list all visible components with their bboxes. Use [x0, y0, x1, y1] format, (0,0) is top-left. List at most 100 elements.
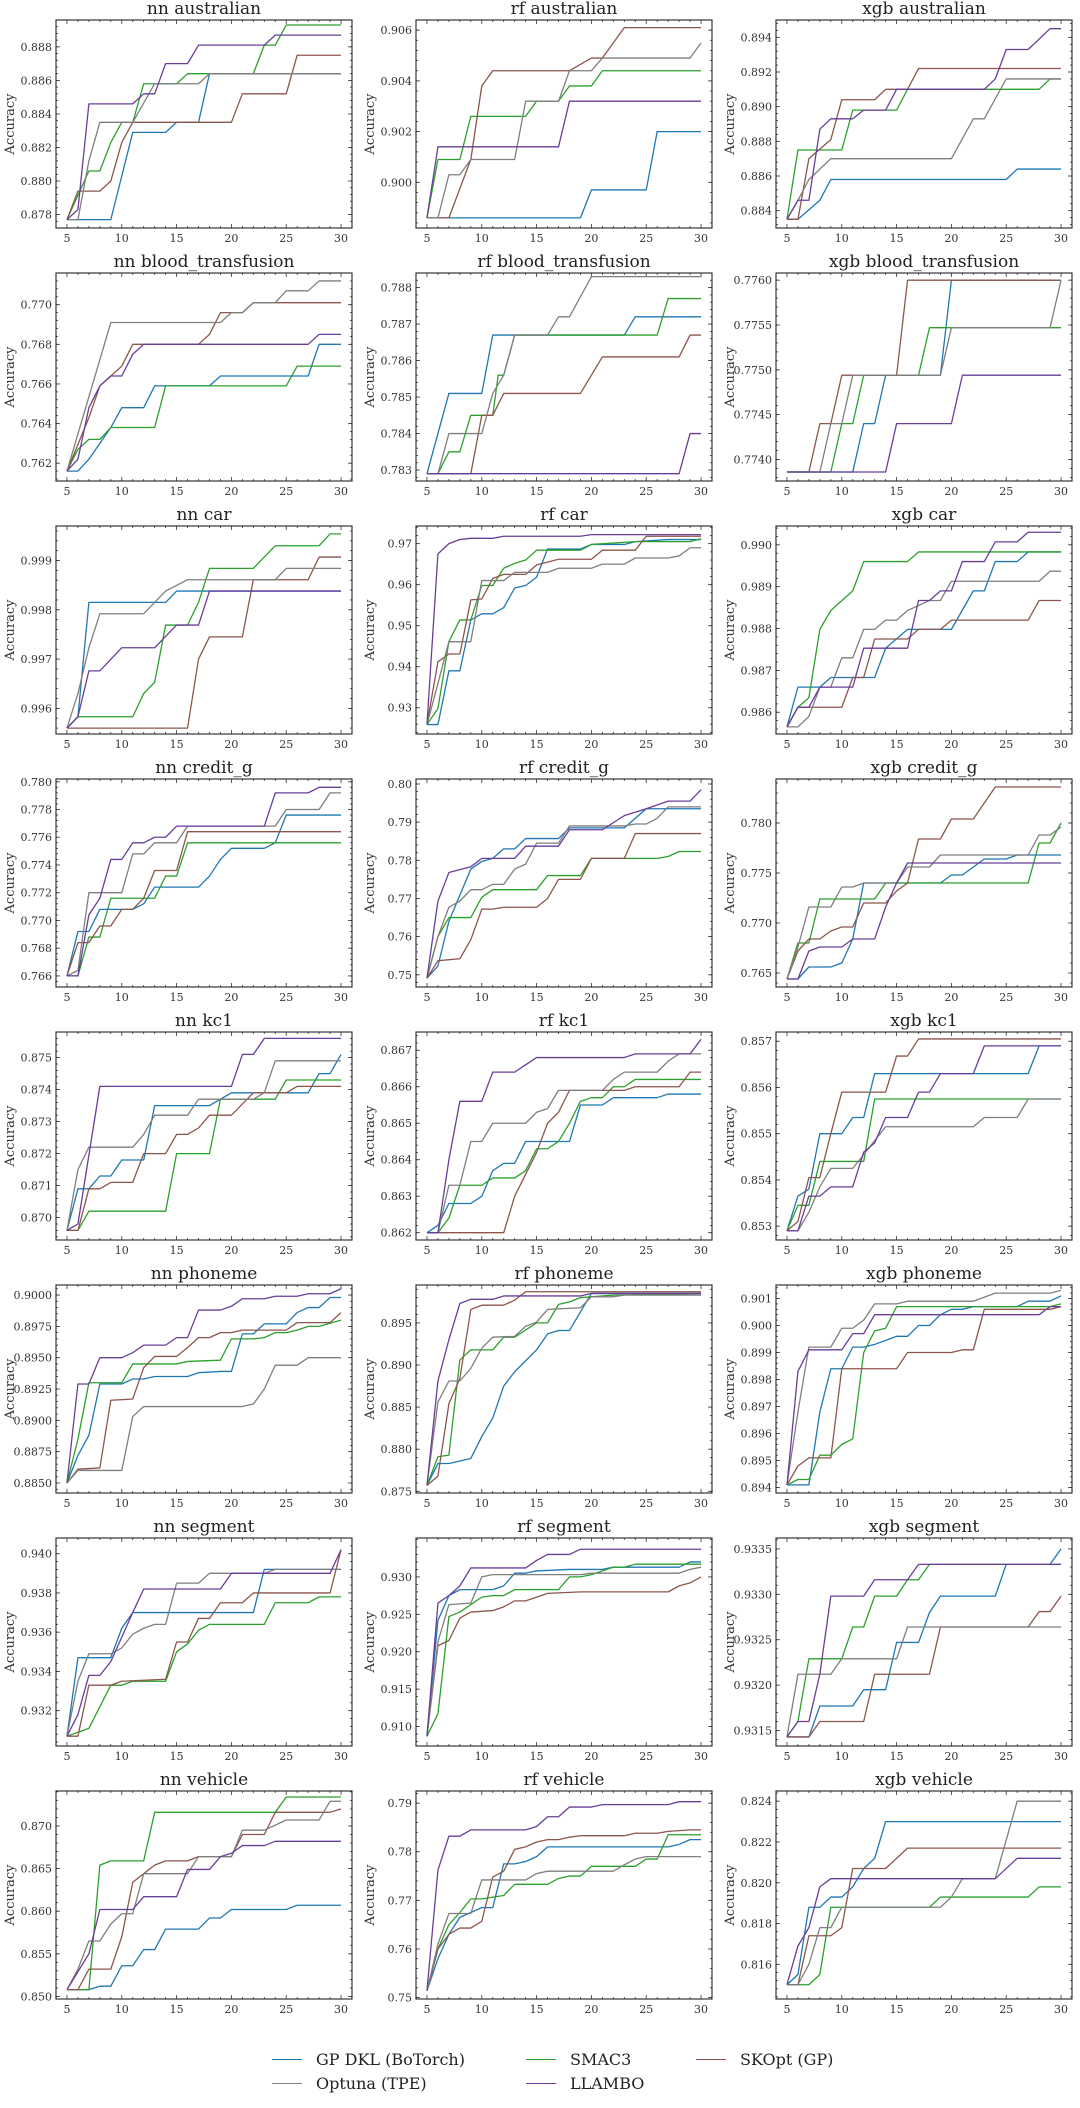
chart-title: nn segment — [154, 1517, 255, 1537]
plot-frame — [415, 525, 713, 735]
y-tick-label: 0.787 — [381, 318, 413, 331]
plot-frame — [775, 778, 1073, 988]
y-tick-label: 0.888 — [741, 135, 773, 148]
y-axis-label: Accuracy — [723, 852, 738, 915]
series-line-gp-dkl-botorch — [426, 316, 702, 474]
series-line-skopt-gp — [66, 831, 342, 977]
series-line-llambo — [786, 374, 1062, 473]
series-line-skopt-gp — [786, 67, 1062, 220]
series-line-llambo — [786, 531, 1062, 728]
y-tick-label: 0.76 — [388, 1943, 413, 1956]
series-line-optuna-tpe — [426, 1294, 702, 1486]
chart-svg: nn australian Accuracy 5 10 15 20 25 30 0.878 0.8… — [3, 0, 353, 245]
y-tick-label: 0.9335 — [734, 1543, 773, 1556]
x-tick-label: 10 — [475, 2003, 489, 2016]
y-tick-label: 0.875 — [381, 1485, 413, 1498]
y-tick-label: 0.900 — [741, 1320, 773, 1333]
series-line-skopt-gp — [426, 1829, 702, 1991]
x-tick-label: 15 — [170, 485, 184, 498]
series-line-optuna-tpe — [786, 280, 1062, 473]
x-tick-label: 25 — [999, 1244, 1013, 1257]
x-tick-label: 10 — [475, 1497, 489, 1510]
series-group — [66, 1549, 342, 1737]
legend-swatch — [272, 2083, 302, 2084]
series-group — [426, 276, 702, 475]
plot-frame — [775, 1284, 1073, 1494]
series-line-llambo — [426, 1548, 702, 1737]
y-tick-label: 0.989 — [741, 581, 773, 594]
y-tick-label: 0.860 — [21, 1905, 53, 1918]
y-tick-label: 0.870 — [21, 1212, 53, 1225]
y-tick-label: 0.934 — [21, 1665, 53, 1678]
x-tick-label: 30 — [1054, 2003, 1068, 2016]
series-line-skopt-gp — [426, 1576, 702, 1737]
y-tick-label: 0.8900 — [14, 1414, 53, 1427]
y-tick-label: 0.7740 — [734, 453, 773, 466]
y-tick-label: 0.96 — [388, 579, 413, 592]
series-line-skopt-gp — [786, 1847, 1062, 1986]
plot-frame — [775, 1537, 1073, 1747]
y-axis-label: Accuracy — [363, 1105, 378, 1168]
y-tick-label: 0.93 — [388, 702, 413, 715]
y-tick-label: 0.899 — [741, 1347, 773, 1360]
series-line-optuna-tpe — [66, 1357, 342, 1484]
y-tick-label: 0.999 — [21, 555, 53, 568]
y-tick-label: 0.784 — [381, 428, 413, 441]
x-tick-label: 20 — [224, 1497, 238, 1510]
x-tick-label: 30 — [694, 1244, 708, 1257]
series-line-skopt-gp — [66, 302, 342, 472]
series-line-gp-dkl-botorch — [786, 1295, 1062, 1486]
x-tick-label: 15 — [890, 1244, 904, 1257]
chart-grid: nn australian Accuracy 5 10 15 20 25 30 0.878 0.8… — [3, 0, 1080, 2021]
y-tick-label: 0.772 — [21, 887, 53, 900]
y-tick-label: 0.768 — [21, 942, 53, 955]
x-tick-label: 10 — [835, 1750, 849, 1763]
x-tick-label: 30 — [694, 232, 708, 245]
x-tick-label: 15 — [530, 1497, 544, 1510]
series-line-skopt-gp — [66, 556, 342, 729]
y-tick-label: 0.894 — [741, 31, 773, 44]
series-line-llambo — [786, 1045, 1062, 1232]
chart-panel-xgb-vehicle: xgb vehicle Accuracy 5 10 15 20 25 30 0.816 0.818… — [720, 1770, 1080, 2021]
x-tick-label: 5 — [423, 2003, 430, 2016]
chart-title: rf kc1 — [539, 1011, 589, 1031]
x-tick-label: 5 — [423, 991, 430, 1004]
x-tick-label: 25 — [279, 485, 293, 498]
chart-title: xgb phoneme — [866, 1264, 982, 1284]
series-group — [66, 24, 342, 221]
y-tick-label: 0.78 — [388, 1846, 413, 1859]
y-tick-label: 0.7755 — [734, 319, 773, 332]
y-tick-label: 0.925 — [381, 1608, 413, 1621]
chart-title: nn car — [176, 505, 232, 525]
y-tick-label: 0.880 — [381, 1443, 413, 1456]
x-tick-label: 25 — [639, 1497, 653, 1510]
x-tick-label: 25 — [639, 1244, 653, 1257]
chart-svg: xgb australian Accuracy 5 10 15 20 25 30 0.884 0.… — [723, 0, 1073, 245]
x-tick-label: 10 — [115, 232, 129, 245]
x-tick-label: 10 — [115, 991, 129, 1004]
y-axis-label: Accuracy — [3, 852, 18, 915]
x-tick-label: 15 — [170, 2003, 184, 2016]
x-tick-label: 10 — [835, 991, 849, 1004]
series-line-smac3 — [786, 1563, 1062, 1738]
series-line-smac3 — [786, 327, 1062, 473]
x-tick-label: 5 — [423, 1244, 430, 1257]
series-line-gp-dkl-botorch — [786, 854, 1062, 980]
y-tick-label: 0.778 — [21, 804, 53, 817]
series-line-optuna-tpe — [426, 276, 702, 475]
plot-frame — [55, 1537, 353, 1747]
x-tick-label: 15 — [170, 738, 184, 751]
chart-title: nn vehicle — [160, 1770, 248, 1790]
chart-panel-xgb-australian: xgb australian Accuracy 5 10 15 20 25 30 0.884 0.… — [720, 0, 1080, 250]
x-tick-label: 25 — [999, 1750, 1013, 1763]
y-tick-label: 0.906 — [381, 24, 413, 37]
series-group — [786, 531, 1062, 728]
y-tick-label: 0.894 — [741, 1482, 773, 1495]
y-tick-label: 0.856 — [741, 1081, 773, 1094]
x-tick-label: 5 — [423, 1497, 430, 1510]
legend-label: SKOpt (GP) — [740, 2050, 834, 2069]
y-tick-label: 0.901 — [741, 1293, 773, 1306]
y-tick-label: 0.77 — [388, 892, 413, 905]
chart-svg: xgb blood_transfusion Accuracy 5 10 15 20 25 30… — [723, 252, 1073, 498]
legend-swatch — [272, 2059, 302, 2060]
